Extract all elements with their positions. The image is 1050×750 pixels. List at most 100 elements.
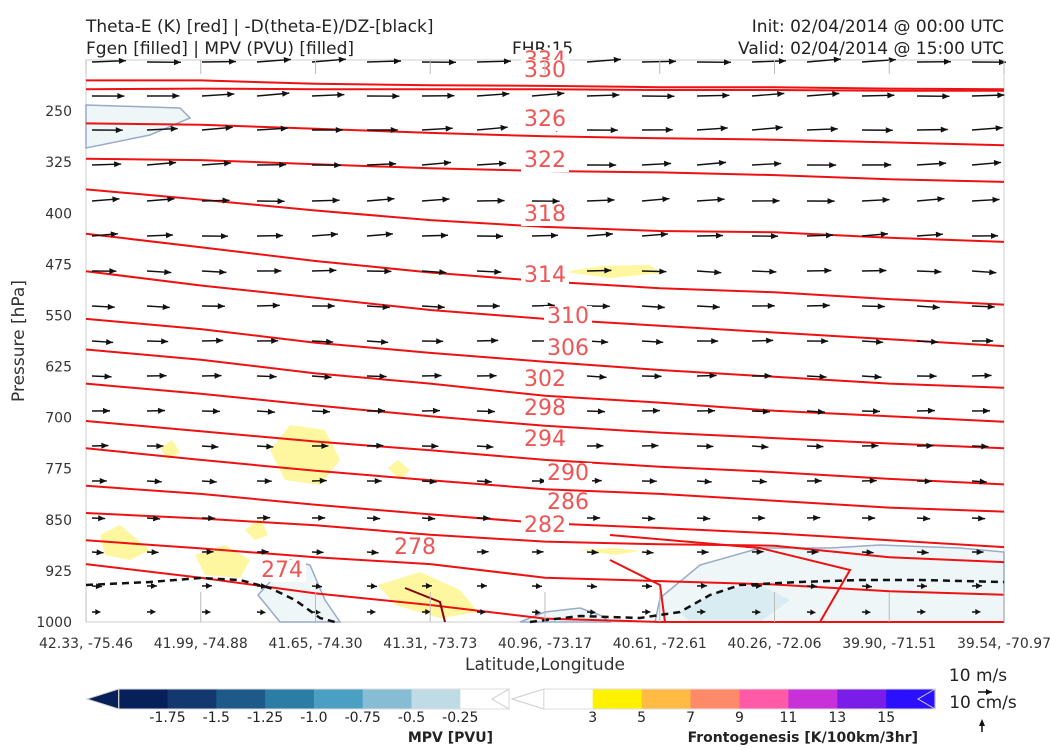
wind-arrowhead	[755, 582, 762, 589]
wind-arrowhead	[267, 408, 275, 415]
wind-arrowhead	[437, 303, 445, 310]
colorbar-segment	[362, 689, 412, 709]
colorbar-segment	[592, 689, 643, 709]
wind-arrowhead	[935, 231, 943, 238]
wind-arrowhead	[280, 125, 288, 132]
wind-arrowhead	[665, 126, 673, 133]
wind-arrowhead	[875, 338, 884, 345]
wind-arrowhead	[591, 549, 599, 556]
wind-arrowhead	[263, 514, 271, 521]
wind-arrowhead	[759, 478, 767, 485]
wind-arrowhead	[389, 161, 397, 168]
wind-arrowhead	[874, 373, 882, 380]
theta-e-contour	[85, 188, 1005, 243]
wind-arrowhead	[334, 162, 342, 169]
wind-arrowhead	[929, 373, 937, 380]
colorbar-tick-label: 9	[735, 710, 744, 726]
wind-arrowhead	[920, 583, 927, 590]
wind-arrowhead	[811, 548, 819, 555]
mpv-colorbar-label: MPV [PVU]	[408, 730, 493, 746]
wind-arrowhead	[162, 304, 170, 311]
wind-arrowhead	[480, 609, 486, 616]
wind-arrowhead	[279, 161, 287, 168]
filled-region	[580, 548, 640, 555]
wind-arrowhead	[604, 267, 612, 274]
wind-arrowhead	[168, 160, 177, 167]
wind-arrowhead	[819, 373, 827, 380]
wind-arrowhead	[321, 442, 329, 449]
wind-arrowhead	[165, 232, 173, 239]
y-tick-label: 850	[45, 513, 72, 529]
wind-arrowhead	[164, 269, 172, 276]
wind-arrowhead	[217, 303, 225, 310]
wind-arrowhead	[932, 304, 940, 311]
contour-label-bg	[521, 150, 569, 172]
wind-arrowhead	[720, 125, 728, 132]
wind-arrowhead	[101, 442, 109, 449]
wind-arrowhead	[868, 515, 876, 522]
wind-arrowhead	[156, 443, 164, 450]
wind-arrowhead	[337, 91, 345, 98]
wind-arrowhead	[214, 372, 222, 379]
wind-arrowhead	[700, 608, 706, 615]
wind-arrowhead	[264, 478, 272, 485]
wind-arrowhead	[205, 582, 212, 589]
colorbar-tick-label: -1.0	[300, 710, 327, 726]
wind-arrowhead	[701, 549, 709, 556]
wind-arrowhead	[216, 337, 224, 344]
theta-e-contour	[85, 382, 1005, 450]
wind-arrowhead	[109, 268, 117, 275]
filled-region	[565, 265, 662, 278]
wind-arrowhead	[879, 267, 887, 274]
wind-arrowhead	[924, 478, 932, 485]
wind-arrowhead	[206, 548, 214, 555]
wind-arrowhead	[648, 515, 656, 522]
wind-arrowhead	[703, 515, 711, 522]
title-line-2: Fgen [filled] | MPV (PVU) [filled]	[86, 39, 354, 59]
contour-label-bg	[544, 492, 592, 514]
contour-label-bg	[544, 463, 592, 485]
wind-arrowhead	[817, 408, 825, 415]
wind-arrowhead	[764, 372, 772, 379]
y-axis-label: Pressure [hPa]	[9, 280, 29, 402]
wind-arrowhead	[816, 443, 824, 450]
wind-arrowhead	[758, 515, 766, 522]
wind-arrowhead	[105, 338, 114, 345]
contour-label: 306	[547, 336, 589, 361]
wind-arrowhead	[373, 515, 381, 522]
wind-arrowhead	[646, 549, 654, 556]
colorbar-tick-label: 5	[637, 710, 646, 726]
wind-arrowhead	[387, 196, 395, 203]
wind-arrowhead	[536, 548, 544, 555]
contour-label: 278	[394, 535, 436, 560]
wind-arrowhead	[989, 269, 997, 276]
wind-arrowhead	[717, 196, 725, 203]
wind-arrowhead	[222, 197, 230, 204]
wind-arrowhead	[432, 407, 440, 414]
wind-arrowhead	[318, 514, 326, 521]
wind-arrowhead	[161, 338, 169, 345]
wind-arrowhead	[934, 268, 942, 275]
wind-arrowhead	[480, 582, 487, 589]
x-tick-label: 39.54, -70.97	[957, 636, 1050, 652]
wind-arrowhead	[425, 582, 432, 589]
wind-arrowhead	[762, 408, 770, 415]
wind-arrowhead	[434, 372, 442, 379]
wind-arrowhead	[316, 549, 324, 556]
wind-arrowhead	[997, 92, 1005, 99]
wind-arrowhead	[114, 161, 122, 168]
wind-arrowhead	[172, 92, 180, 99]
wind-arrowhead	[390, 126, 398, 133]
wind-arrowhead	[338, 56, 346, 63]
theta-e-contour	[85, 447, 1005, 513]
wind-arrowhead	[535, 609, 541, 616]
wind-arrowhead	[931, 338, 939, 345]
wind-arrowhead	[227, 91, 235, 98]
colorbar-tick-label: -0.5	[398, 710, 425, 726]
wind-arrowhead	[998, 59, 1006, 66]
wind-arrowhead	[282, 90, 290, 97]
colorbar-segment	[411, 689, 461, 709]
colorbar-tick-label: 3	[588, 710, 597, 726]
colorbar-tick-label: -1.75	[149, 710, 185, 726]
contour-label-bg	[521, 204, 569, 226]
